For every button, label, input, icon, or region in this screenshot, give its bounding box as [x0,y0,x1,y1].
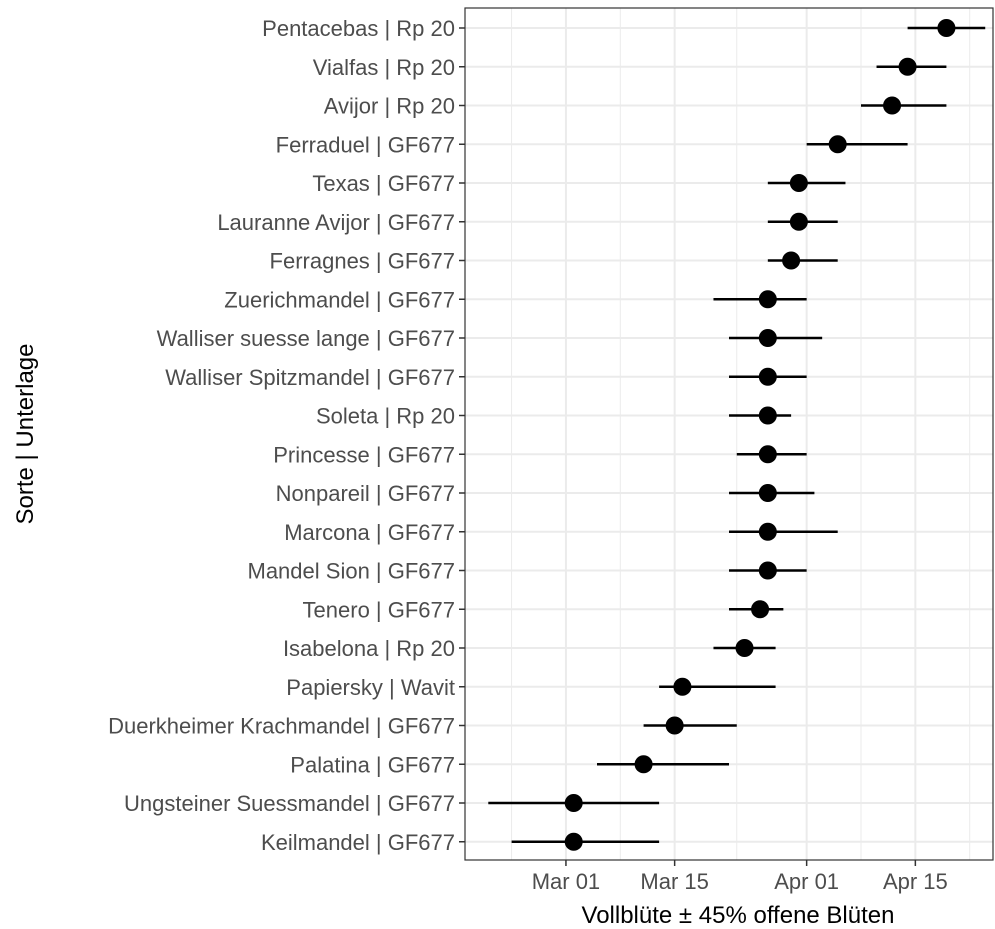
data-point [634,755,653,774]
y-tick-label: Avijor | Rp 20 [324,94,455,119]
y-tick-label: Marcona | GF677 [284,520,455,545]
data-point [758,445,777,464]
y-tick-label: Pentacebas | Rp 20 [262,16,455,41]
axis-layer: Pentacebas | Rp 20 Vialfas | Rp 20 Avijor … [108,16,948,894]
data-point [665,716,684,735]
y-tick-label: Tenero | GF677 [303,597,455,622]
y-tick-label: Soleta | Rp 20 [316,404,455,429]
y-tick-label: Lauranne Avijor | GF677 [217,210,455,235]
data-point [937,19,956,37]
y-tick-label: Palatina | GF677 [290,752,455,777]
data-point [883,96,902,115]
data-point [564,794,583,812]
y-tick-label: Walliser Spitzmandel | GF677 [165,365,455,390]
y-tick-label: Ferragnes | GF677 [270,249,455,274]
data-point [758,484,777,502]
data-point [789,174,808,192]
x-tick-label: Apr 01 [774,869,839,894]
data-point [758,329,777,347]
y-tick-label: Vialfas | Rp 20 [313,55,455,80]
data-point [758,290,777,309]
marks-layer [488,19,986,851]
x-axis-title: Vollblüte ± 45% offene Blüten [582,902,895,929]
y-tick-label: Mandel Sion | GF677 [248,559,456,584]
x-tick-label: Apr 15 [883,869,948,894]
y-tick-label: Walliser suesse lange | GF677 [157,326,455,351]
y-tick-label: Ferraduel | GF677 [276,132,455,157]
data-point [758,561,777,580]
data-point [735,639,754,657]
y-tick-label: Texas | GF677 [312,171,455,196]
data-point [564,832,583,851]
y-tick-label: Zuerichmandel | GF677 [224,287,455,312]
y-tick-label: Princesse | GF677 [273,442,455,467]
data-point [758,367,777,386]
x-tick-label: Mar 01 [532,869,600,894]
panel-border [464,7,994,861]
y-tick-label: Ungsteiner Suessmandel | GF677 [124,791,455,816]
y-tick-label: Isabelona | Rp 20 [283,636,455,661]
data-point [898,57,917,76]
data-point [751,600,770,619]
x-tick-label: Mar 15 [640,869,708,894]
data-point [758,406,777,425]
data-point [782,251,801,270]
y-tick-label: Nonpareil | GF677 [276,481,455,506]
y-axis-title: Sorte | Unterlage [12,344,39,525]
data-point [789,212,808,231]
y-tick-label: Keilmandel | GF677 [261,830,455,855]
data-point [828,135,847,154]
data-point [673,677,692,696]
y-tick-label: Duerkheimer Krachmandel | GF677 [108,714,455,739]
data-point [758,522,777,541]
y-tick-label: Papiersky | Wavit [286,675,455,700]
